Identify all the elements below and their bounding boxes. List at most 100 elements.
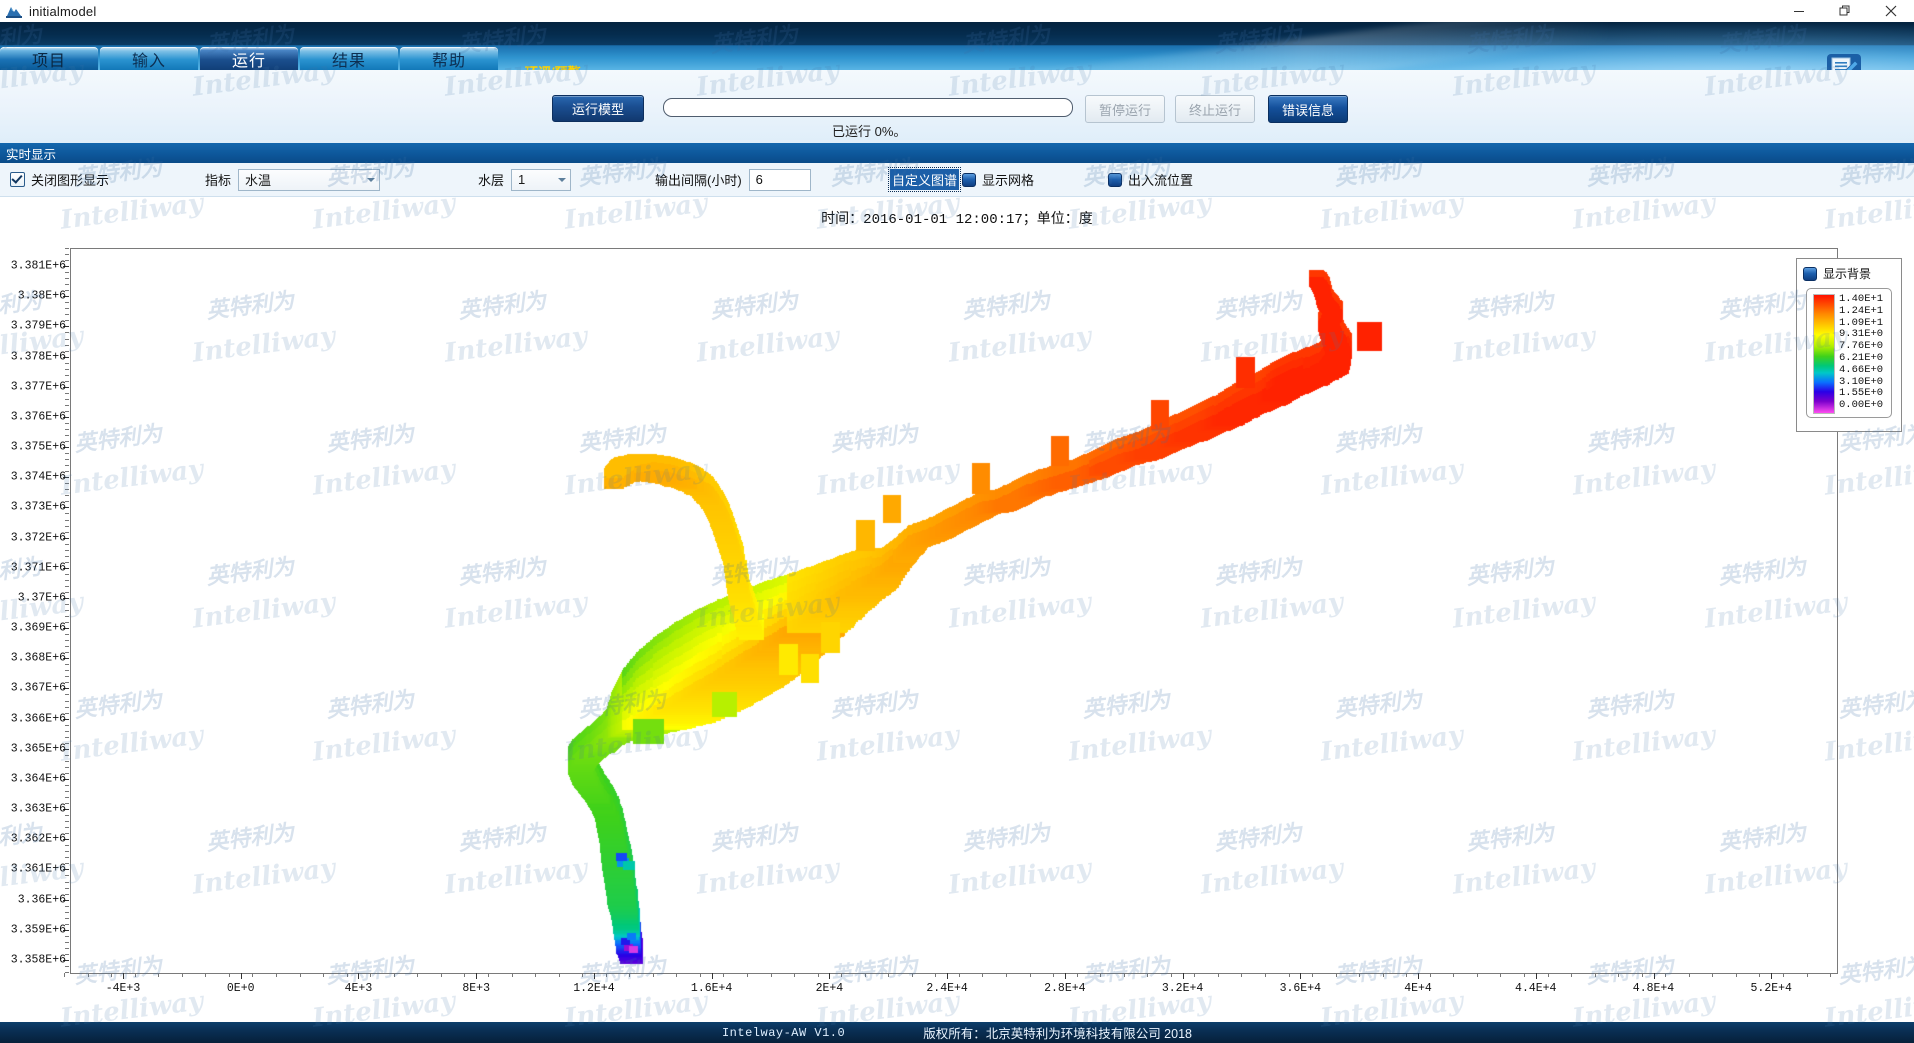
- x-axis-minor-tick: [1217, 973, 1219, 977]
- y-axis-label: 3.381E+6: [10, 259, 66, 273]
- x-axis-minor-tick: [299, 973, 301, 977]
- x-axis-minor-tick: [1076, 973, 1078, 977]
- y-axis-minor-tick: [65, 290, 69, 292]
- error-info-label: 错误信息: [1281, 102, 1334, 118]
- tab-help[interactable]: 帮助: [400, 47, 498, 70]
- tab-label: 帮助: [431, 52, 466, 70]
- x-axis-minor-tick: [535, 973, 537, 977]
- x-axis-minor-tick: [1641, 973, 1643, 977]
- x-axis-minor-tick: [1053, 973, 1055, 977]
- x-axis-label: 5.2E+4: [1750, 982, 1792, 995]
- tab-project[interactable]: 项目: [0, 47, 98, 70]
- x-axis-label: 1.2E+4: [573, 982, 615, 995]
- x-axis-label: 4.8E+4: [1632, 982, 1675, 995]
- x-axis-minor-tick: [158, 973, 160, 977]
- y-axis-minor-tick: [65, 314, 69, 316]
- x-axis-minor-tick: [87, 973, 89, 977]
- layer-value: 1: [518, 172, 526, 187]
- tab-run[interactable]: 运行: [200, 47, 298, 70]
- y-axis-minor-tick: [65, 555, 69, 557]
- x-axis-minor-tick: [888, 973, 890, 977]
- y-axis-minor-tick: [65, 260, 69, 262]
- run-model-label: 运行模型: [571, 102, 624, 117]
- x-axis-minor-tick: [111, 973, 113, 977]
- y-axis-minor-tick: [65, 736, 69, 738]
- run-model-button[interactable]: 运行模型: [552, 95, 644, 122]
- y-axis-minor-tick: [65, 670, 69, 672]
- y-axis-minor-tick: [65, 766, 69, 768]
- maximize-button[interactable]: [1822, 0, 1868, 22]
- grid-toggle-icon: [962, 172, 976, 187]
- custom-palette-label: 自定义图谱: [887, 167, 962, 192]
- interval-input[interactable]: 6: [748, 168, 811, 191]
- x-axis-tick: [1653, 973, 1655, 979]
- minimize-button[interactable]: [1776, 0, 1822, 22]
- y-axis-minor-tick: [65, 893, 69, 895]
- x-axis-tick: [947, 973, 949, 979]
- show-grid-label: 显示网格: [982, 173, 1035, 188]
- y-axis-label: 3.369E+6: [10, 621, 66, 635]
- main-tabs: 项目 输入 运行 结果 帮助: [0, 47, 500, 70]
- x-axis-minor-tick: [1453, 973, 1455, 977]
- y-axis-minor-tick: [65, 272, 69, 274]
- index-value: 水温: [245, 173, 272, 188]
- y-axis-minor-tick: [65, 302, 69, 304]
- y-axis-minor-tick: [65, 700, 69, 702]
- x-axis-minor-tick: [1665, 973, 1667, 977]
- y-axis-minor-tick: [65, 803, 69, 805]
- x-axis-minor-tick: [1500, 973, 1502, 977]
- y-axis-minor-tick: [65, 730, 69, 732]
- tab-input[interactable]: 输入: [100, 47, 198, 70]
- x-axis-minor-tick: [911, 973, 913, 977]
- x-axis-minor-tick: [1335, 973, 1337, 977]
- y-axis-minor-tick: [65, 543, 69, 545]
- error-info-button[interactable]: 错误信息: [1268, 95, 1348, 123]
- y-axis-minor-tick: [65, 453, 69, 455]
- y-axis-tick: [63, 809, 69, 811]
- x-axis-minor-tick: [1359, 973, 1361, 977]
- y-axis-minor-tick: [65, 815, 69, 817]
- layer-select[interactable]: 1: [511, 168, 572, 191]
- x-axis-tick: [1182, 973, 1184, 979]
- y-axis-tick: [63, 477, 69, 479]
- y-axis-minor-tick: [65, 791, 69, 792]
- map-plot-area[interactable]: [70, 248, 1838, 974]
- y-axis-minor-tick: [65, 682, 69, 684]
- y-axis-minor-tick: [65, 441, 69, 443]
- y-axis-tick: [63, 356, 69, 358]
- y-axis-minor-tick: [65, 338, 69, 340]
- eia-warning-link[interactable]: 环评/预警: [525, 62, 581, 70]
- show-grid-option[interactable]: 显示网格: [962, 163, 1034, 196]
- y-axis-tick: [63, 959, 69, 961]
- index-select[interactable]: 水温: [238, 168, 381, 191]
- pause-run-button[interactable]: 暂停运行: [1085, 95, 1165, 123]
- x-axis-minor-tick: [1783, 973, 1785, 977]
- y-axis-tick: [63, 507, 69, 509]
- close-graph-checkbox[interactable]: 关闭图形显示: [10, 163, 109, 196]
- y-axis-minor-tick: [65, 917, 69, 919]
- x-axis-minor-tick: [1264, 973, 1266, 977]
- y-axis-label: 3.366E+6: [10, 712, 66, 726]
- interval-field-group: 输出间隔(小时) 6: [655, 163, 811, 196]
- y-axis-minor-tick: [65, 652, 69, 654]
- y-axis-minor-tick: [65, 429, 69, 430]
- show-background-option[interactable]: 显示背景: [1797, 259, 1901, 282]
- custom-palette-option[interactable]: 自定义图谱: [887, 163, 962, 196]
- y-axis-minor-tick: [65, 320, 69, 322]
- y-axis-minor-tick: [65, 422, 69, 424]
- y-axis-minor-tick: [65, 881, 69, 883]
- x-axis-minor-tick: [1476, 973, 1478, 977]
- x-axis-minor-tick: [629, 973, 631, 977]
- close-button[interactable]: [1868, 0, 1914, 22]
- y-axis-minor-tick: [65, 947, 69, 949]
- y-axis-minor-tick: [65, 531, 69, 533]
- tab-results[interactable]: 结果: [300, 47, 398, 70]
- close-graph-label: 关闭图形显示: [31, 173, 110, 188]
- y-axis-tick: [63, 658, 69, 660]
- stop-run-button[interactable]: 终止运行: [1175, 95, 1255, 123]
- y-axis-tick: [63, 839, 69, 841]
- x-axis-minor-tick: [1594, 973, 1596, 977]
- x-axis-minor-tick: [1312, 973, 1314, 977]
- y-axis-label: 3.368E+6: [10, 651, 66, 665]
- flow-position-option[interactable]: 出入流位置: [1108, 163, 1193, 196]
